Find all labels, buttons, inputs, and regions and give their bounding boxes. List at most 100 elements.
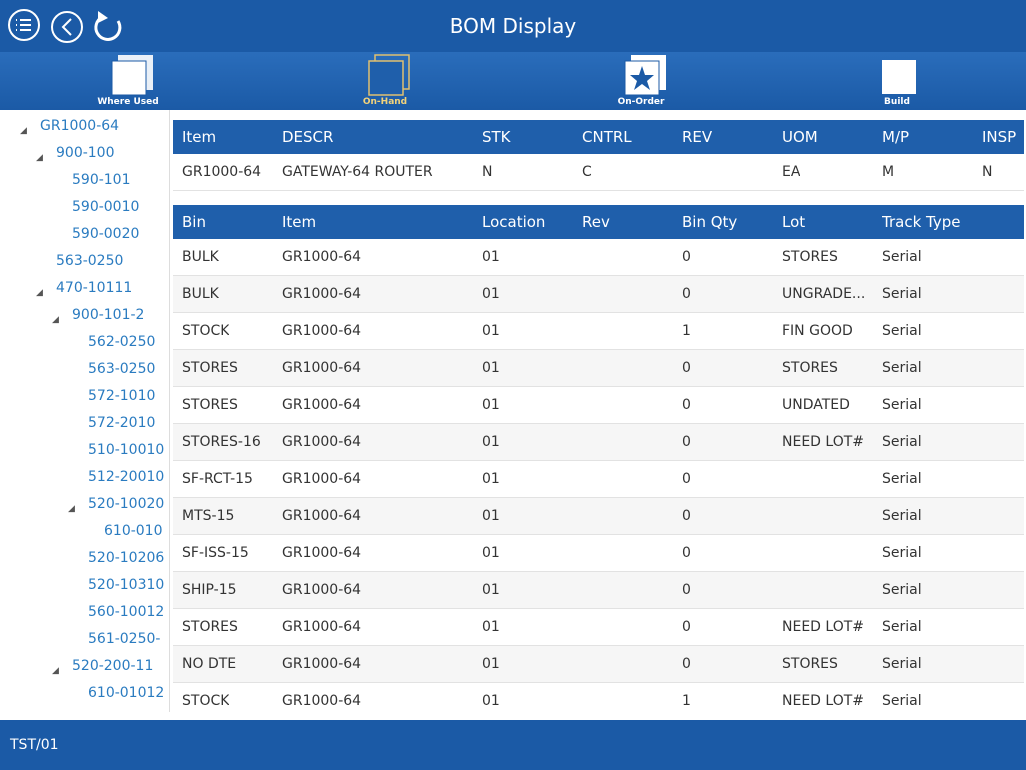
table-cell: Serial	[882, 285, 922, 302]
table-row[interactable]: STORES GR1000-64 01 0 STORES Serial	[173, 350, 1024, 387]
tree-node[interactable]: 610-010	[104, 523, 163, 539]
table-row[interactable]: STOCK GR1000-64 01 1 NEED LOT# Serial	[173, 683, 1024, 712]
table-cell: NO DTE	[182, 655, 237, 672]
tree-node[interactable]: 572-1010	[88, 388, 156, 404]
tree-node[interactable]: 590-101	[72, 172, 131, 188]
column-header: Lot	[782, 213, 806, 231]
table-cell: NEED LOT#	[782, 433, 864, 450]
table-cell: STORES	[782, 359, 838, 376]
tree-node[interactable]: 510-10010	[88, 442, 165, 458]
tree-node[interactable]: 470-10111	[56, 280, 133, 296]
table-cell: 01	[482, 396, 500, 413]
table-cell: BULK	[182, 285, 219, 302]
table-row[interactable]: SF-ISS-15 GR1000-64 01 0 Serial	[173, 535, 1024, 572]
tree-node[interactable]: 561-0250-	[88, 631, 161, 647]
footer: TST/01	[0, 720, 1026, 770]
nav-icons[interactable]	[6, 8, 136, 46]
header: BOM Display	[0, 0, 1026, 52]
header-row: Item DESCR STK CNTRL REV UOM M/P INSP	[173, 120, 1024, 154]
table-cell: 01	[482, 655, 500, 672]
tree-node[interactable]: GR1000-64	[40, 118, 120, 134]
where-used-button[interactable]: Where Used	[68, 52, 188, 110]
table-cell: 0	[682, 433, 691, 450]
table-cell: Serial	[882, 322, 922, 339]
column-header: Location	[482, 213, 546, 231]
table-row[interactable]: STORES-16 GR1000-64 01 0 NEED LOT# Serial	[173, 424, 1024, 461]
table-cell: 0	[682, 544, 691, 561]
table-cell: GR1000-64	[282, 285, 362, 302]
on-hand-button[interactable]: On-Hand	[325, 52, 445, 110]
table-row[interactable]: MTS-15 GR1000-64 01 0 Serial	[173, 498, 1024, 535]
table-cell: M	[882, 163, 895, 180]
header-row: Bin Item Location Rev Bin Qty Lot Track Type	[173, 205, 1024, 239]
table-cell: 0	[682, 248, 691, 265]
expand-arrow[interactable]: ◢	[20, 126, 27, 136]
table-row[interactable]: STORES GR1000-64 01 0 NEED LOT# Serial	[173, 609, 1024, 646]
tree-node[interactable]: 563-0250	[88, 361, 156, 377]
table-cell: Serial	[882, 470, 922, 487]
table-cell: STORES	[182, 359, 238, 376]
table-cell: GR1000-64	[282, 359, 362, 376]
table-row[interactable]: SF-RCT-15 GR1000-64 01 0 Serial	[173, 461, 1024, 498]
table-cell: SHIP-15	[182, 581, 237, 598]
table-row[interactable]: SHIP-15 GR1000-64 01 0 Serial	[173, 572, 1024, 609]
table-cell: 01	[482, 433, 500, 450]
tree-node[interactable]: 512-20010	[88, 469, 165, 485]
table-cell: 01	[482, 581, 500, 598]
column-header: INSP	[982, 128, 1017, 146]
table-cell: GR1000-64	[282, 544, 362, 561]
tree-node[interactable]: 520-10310	[88, 577, 165, 593]
expand-arrow[interactable]: ◢	[52, 666, 59, 676]
table-cell: STOCK	[182, 692, 230, 709]
table-cell: Serial	[882, 544, 922, 561]
table-cell: SF-ISS-15	[182, 544, 249, 561]
table-row[interactable]: STOCK GR1000-64 01 1 FIN GOOD Serial	[173, 313, 1024, 350]
tree-node[interactable]: 520-10020	[88, 496, 165, 512]
table-cell: STORES-16	[182, 433, 261, 450]
table-cell: 0	[682, 359, 691, 376]
tree-node[interactable]: 590-0020	[72, 226, 140, 242]
table-row[interactable]: GR1000-64 GATEWAY-64 ROUTER N C EA M N	[173, 154, 1024, 191]
expand-arrow[interactable]: ◢	[68, 504, 75, 514]
table-cell: GR1000-64	[282, 322, 362, 339]
button-label: Build	[884, 97, 910, 107]
table-cell: MTS-15	[182, 507, 235, 524]
tree-node[interactable]: 520-10206	[88, 550, 165, 566]
tree-node[interactable]: 590-0010	[72, 199, 140, 215]
table-cell: 0	[682, 618, 691, 635]
table-cell: Serial	[882, 581, 922, 598]
table-row[interactable]: NO DTE GR1000-64 01 0 STORES Serial	[173, 646, 1024, 683]
tree-node[interactable]: 562-0250	[88, 334, 156, 350]
table-cell: Serial	[882, 655, 922, 672]
table-cell: NEED LOT#	[782, 618, 864, 635]
table-cell: STORES	[782, 248, 838, 265]
build-button[interactable]: Build	[837, 52, 957, 110]
table-row[interactable]: BULK GR1000-64 01 0 STORES Serial	[173, 239, 1024, 276]
table-cell: 01	[482, 692, 500, 709]
table-cell: 1	[682, 692, 691, 709]
table-cell: 0	[682, 655, 691, 672]
table-row[interactable]: BULK GR1000-64 01 0 UNGRADE... Serial	[173, 276, 1024, 313]
tree-node[interactable]: 560-10012	[88, 604, 165, 620]
expand-arrow[interactable]: ◢	[36, 153, 43, 163]
table-cell: SF-RCT-15	[182, 470, 253, 487]
table-cell: C	[582, 163, 592, 180]
table-row[interactable]: STORES GR1000-64 01 0 UNDATED Serial	[173, 387, 1024, 424]
tree-node[interactable]: 900-100	[56, 145, 115, 161]
expand-arrow[interactable]: ◢	[36, 288, 43, 298]
table-cell: NEED LOT#	[782, 692, 864, 709]
button-label: Where Used	[97, 97, 159, 107]
tree-node[interactable]: 610-01012	[88, 685, 165, 701]
tree-node[interactable]: 572-2010	[88, 415, 156, 431]
table-cell: FIN GOOD	[782, 322, 853, 339]
tree-node[interactable]: 520-200-11	[72, 658, 154, 674]
footer-text: TST/01	[10, 737, 59, 753]
expand-arrow[interactable]: ◢	[52, 315, 59, 325]
tree-node[interactable]: 563-0250	[56, 253, 124, 269]
table-cell: STORES	[782, 655, 838, 672]
table-cell: GR1000-64	[282, 248, 362, 265]
tree-node[interactable]: 900-101-2	[72, 307, 145, 323]
table-cell: 0	[682, 581, 691, 598]
on-order-button[interactable]: On-Order	[581, 52, 701, 110]
